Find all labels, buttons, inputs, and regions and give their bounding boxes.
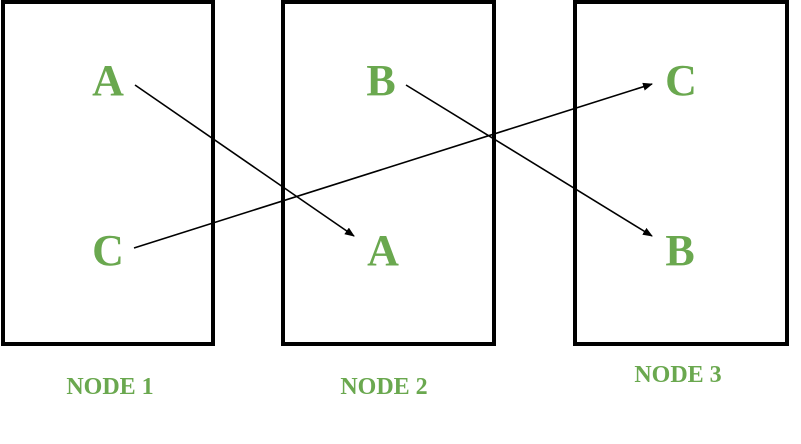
arrow-a-node1-to-node2 (134, 84, 355, 237)
node-3-item-bottom: B (665, 226, 694, 275)
node-2-item-top: B (366, 56, 395, 105)
node-1-box (1, 0, 215, 346)
node-3-box (573, 0, 789, 346)
node-1-item-top: A (92, 56, 124, 105)
arrow-c-node1-to-node3 (133, 82, 653, 249)
node-3-label: NODE 3 (634, 362, 721, 388)
node-2-box (281, 0, 496, 346)
arrow-b-node2-to-node3 (405, 84, 653, 237)
node-1-item-bottom: C (92, 226, 124, 275)
node-2-item-bottom: A (367, 226, 399, 275)
node-3-item-top: C (665, 56, 697, 105)
node-2-label: NODE 2 (340, 374, 427, 400)
node-1-label: NODE 1 (66, 374, 153, 400)
